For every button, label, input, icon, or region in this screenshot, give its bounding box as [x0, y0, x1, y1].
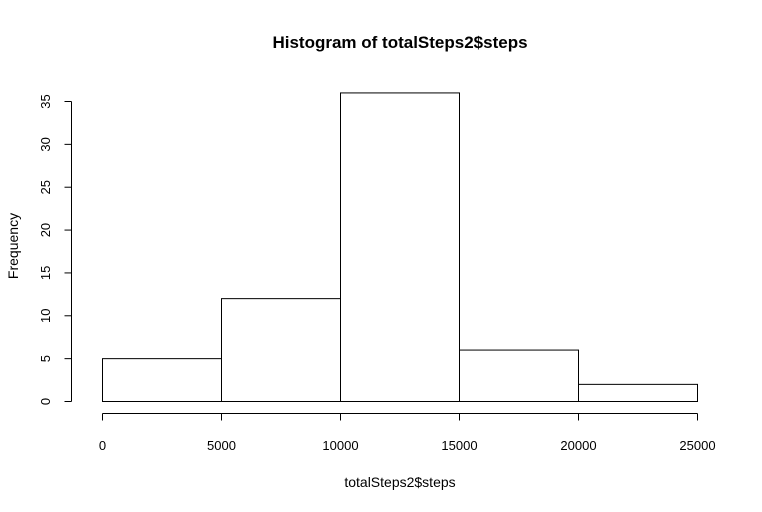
- bars-group: [102, 92, 698, 403]
- histogram-bar-4: [459, 349, 579, 403]
- y-tick-label: 25: [38, 180, 53, 194]
- y-tick-label: 35: [38, 94, 53, 108]
- x-tick-label: 10000: [322, 438, 358, 453]
- y-axis: 0 5 10 15 20 25 30 35: [38, 94, 72, 405]
- x-axis: 0 5000 10000 15000 20000 25000: [99, 413, 716, 453]
- x-tick-label: 20000: [560, 438, 596, 453]
- y-tick-label: 15: [38, 266, 53, 280]
- histogram-bar-1: [102, 358, 222, 402]
- histogram-bar-2: [221, 298, 341, 402]
- x-axis-label: totalSteps2$steps: [344, 474, 455, 490]
- histogram-bar-3: [340, 92, 460, 403]
- chart-title: Histogram of totalSteps2$steps: [272, 33, 527, 52]
- y-tick-label: 20: [38, 223, 53, 237]
- histogram-bar-5: [578, 383, 698, 403]
- y-tick-label: 0: [38, 398, 53, 405]
- x-tick-label: 5000: [207, 438, 236, 453]
- x-tick-label: 15000: [441, 438, 477, 453]
- y-axis-label: Frequency: [5, 213, 21, 279]
- y-tick-label: 10: [38, 309, 53, 323]
- x-tick-label: 25000: [679, 438, 715, 453]
- y-tick-label: 30: [38, 137, 53, 151]
- y-tick-label: 5: [38, 355, 53, 362]
- x-tick-label: 0: [99, 438, 106, 453]
